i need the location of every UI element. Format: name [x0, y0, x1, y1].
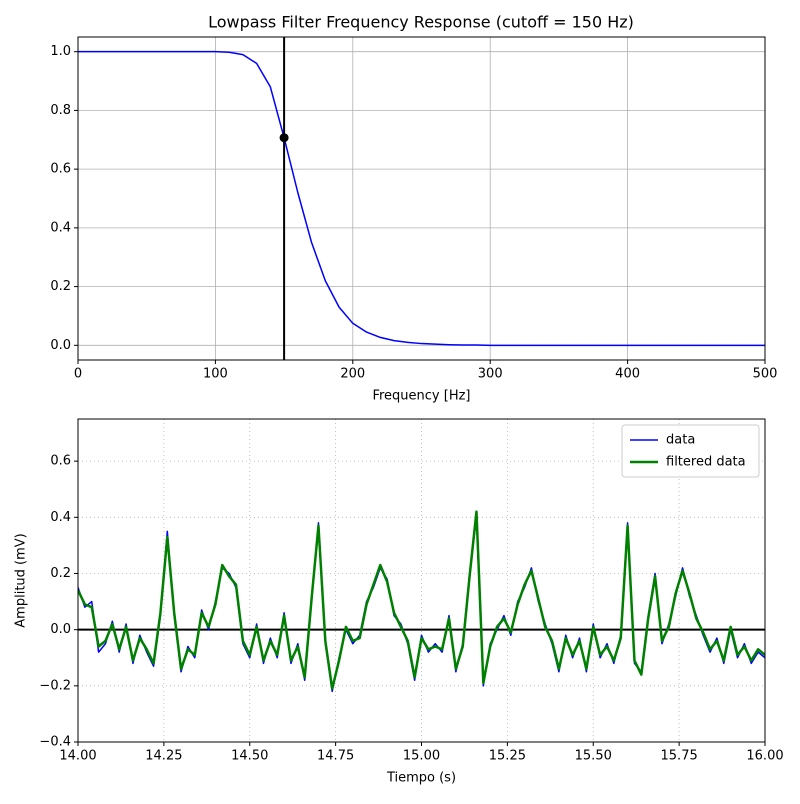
x-axis-label: Tiempo (s) — [386, 771, 456, 786]
y-tick-label: 0.6 — [50, 162, 71, 177]
x-tick-label: 0 — [74, 367, 82, 382]
y-tick-label: −0.4 — [39, 735, 71, 750]
plot-area — [78, 510, 765, 693]
data-line — [78, 50, 765, 347]
x-tick-label: 14.75 — [317, 749, 354, 764]
legend-box — [621, 424, 760, 478]
y-axis-label: Amplitud (mV) — [14, 533, 29, 627]
x-tick-label: 14.50 — [231, 749, 268, 764]
y-tick-label: 0.4 — [50, 510, 71, 525]
axes-frame — [77, 418, 766, 743]
data-line — [78, 510, 765, 690]
y-tick-label: 0.0 — [50, 338, 71, 353]
x-tick-label: 500 — [753, 367, 778, 382]
y-tick-label: 0.8 — [50, 103, 71, 118]
legend-label: data — [666, 433, 695, 448]
cutoff-point — [279, 133, 289, 143]
x-tick-label: 15.75 — [661, 749, 698, 764]
x-tick-label: 16.00 — [746, 749, 783, 764]
axes-frame — [77, 36, 766, 361]
x-tick-label: 14.25 — [145, 749, 182, 764]
chart-title: Lowpass Filter Frequency Response (cutof… — [208, 13, 634, 32]
legend-label: filtered data — [666, 455, 746, 470]
x-tick-label: 14.00 — [59, 749, 96, 764]
x-tick-label: 400 — [615, 367, 640, 382]
x-tick-label: 100 — [203, 367, 228, 382]
plot-area — [78, 37, 765, 360]
y-tick-label: 0.4 — [50, 220, 71, 235]
y-tick-label: 0.2 — [50, 279, 71, 294]
y-tick-label: 0.0 — [50, 622, 71, 637]
x-tick-label: 15.50 — [575, 749, 612, 764]
y-tick-label: −0.2 — [39, 678, 71, 693]
x-axis-label: Frequency [Hz] — [372, 389, 470, 404]
x-tick-label: 15.25 — [489, 749, 526, 764]
y-tick-label: 1.0 — [50, 44, 71, 59]
x-tick-label: 200 — [340, 367, 365, 382]
x-tick-label: 300 — [478, 367, 503, 382]
y-tick-label: 0.6 — [50, 454, 71, 469]
y-tick-label: 0.2 — [50, 566, 71, 581]
x-tick-label: 15.00 — [403, 749, 440, 764]
